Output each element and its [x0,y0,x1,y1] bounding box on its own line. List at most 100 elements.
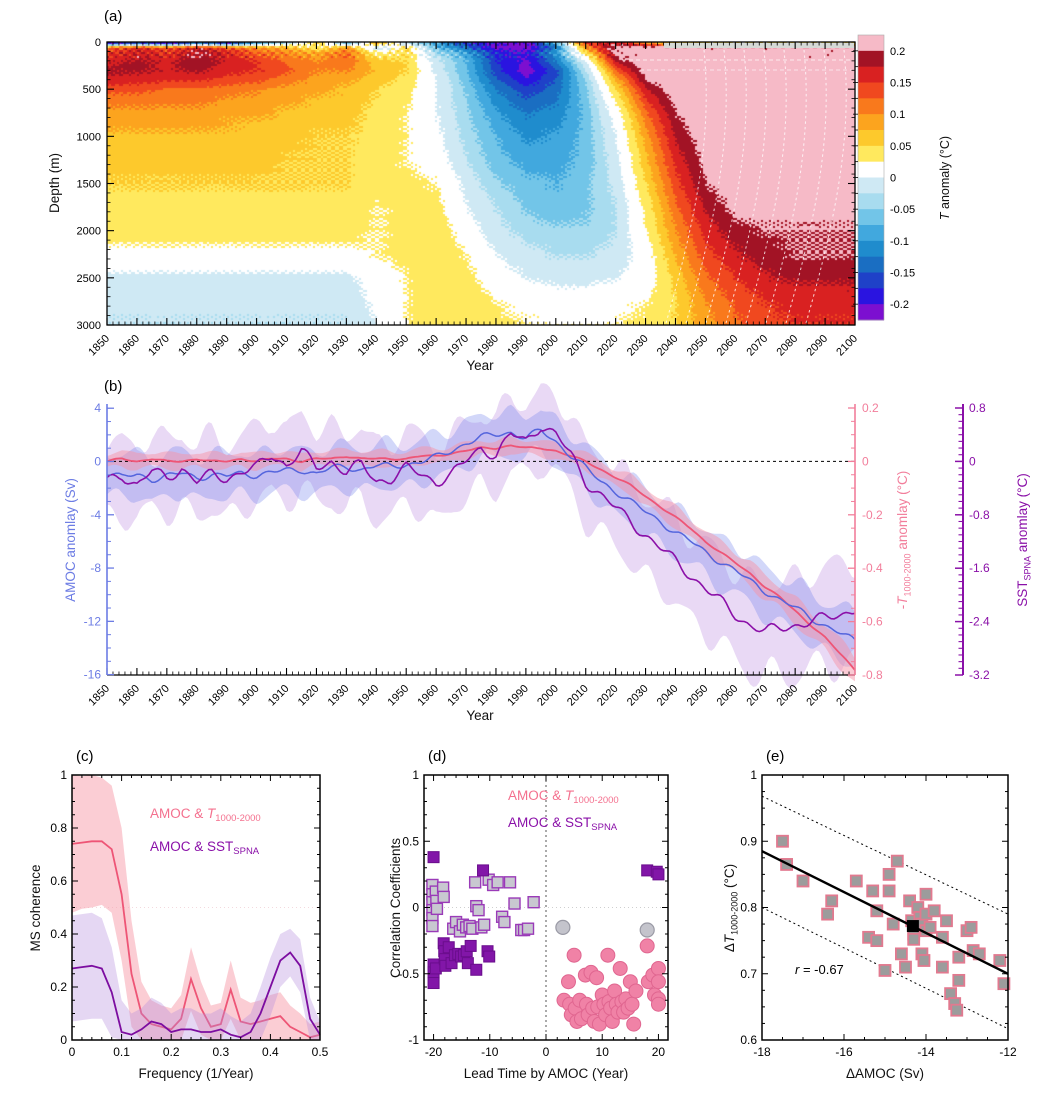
scatter-square-point [882,884,896,898]
scatter-square-point [917,954,931,967]
year-tick-label: 2080 [774,333,800,359]
contour-line [685,49,727,324]
damoc-tick-label: -18 [753,1045,771,1059]
panel-d-label: (d) [428,748,447,765]
contour-line [745,49,787,324]
pink-circle-point [600,947,616,963]
dark-square-point [483,950,496,963]
pink-circle-point [628,983,644,999]
colorbar-segment [858,130,884,147]
gray-circle-point [555,919,571,935]
dark-square-point [427,977,440,990]
corr-tick-label: 1 [412,768,419,782]
year-tick-label: 2010 [565,333,591,359]
year-tick-label: 2000 [535,683,561,709]
colorbar-segment [858,209,884,226]
light-square-point [521,922,535,935]
delta-t-axis-title: ΔT1000-2000 (°C) [722,863,740,953]
panel-c-label: (c) [76,748,94,765]
colorbar-segment [858,66,884,83]
coherence-amoc-sst-band [72,912,320,1040]
year-tick-label: 2000 [535,333,561,359]
scatter-square-point [919,887,933,901]
year-tick-label: 1910 [266,333,292,359]
amoc-tick-label: 4 [94,401,101,415]
colorbar-segment [858,256,884,273]
year-tick-label: 1990 [505,333,531,359]
amoc-axis-title: AMOC anomlay (Sv) [63,478,78,602]
corr-tick-label: 0 [412,901,419,915]
dark-square-point [477,864,490,877]
lead-tick-label: -10 [481,1045,499,1059]
year-tick-label: 1950 [386,683,412,709]
ci-upper-line [761,795,1009,915]
year-tick-label: 1950 [386,333,412,359]
year-tick-label: 1920 [296,683,322,709]
colorbar-segment [858,240,884,258]
dark-square-point [427,851,440,864]
freq-tick-label: 0.5 [312,1045,329,1059]
legend-entry: AMOC & SSTSPNA [508,815,618,833]
colorbar-tick-label: -0.15 [890,268,915,280]
coherence-tick-label: 0 [60,1033,67,1047]
colorbar-tick-label: 0.2 [890,46,905,58]
year-tick-label: 1990 [505,683,531,709]
year-tick-label: 2050 [685,333,711,359]
damoc-tick-label: -14 [917,1045,935,1059]
scatter-square-point [825,894,839,908]
scatter-square-point [878,964,892,977]
freq-tick-label: 0.2 [163,1045,180,1059]
colorbar-tick-label: 0.05 [890,141,911,153]
year-tick-label: 1860 [116,683,142,709]
t-uncertainty-band [107,436,855,682]
scatter-square-point [993,954,1007,967]
correlation-axis-title: Correlation Coefficients [388,837,403,979]
contour-line [785,49,827,324]
year-tick-label: 1880 [176,333,202,359]
lead-tick-label: 0 [543,1045,550,1059]
scatter-square-point [796,874,810,888]
contour-line [765,49,807,324]
coherence-amoc-t-line [71,840,321,1039]
depth-tick-label: 3000 [77,320,101,332]
colorbar-segment [858,193,884,210]
colorbar-tick-label: 0 [890,173,896,185]
pink-circle-point [626,1016,642,1032]
contour-line [705,49,747,324]
panel-e-x-title: ΔAMOC (Sv) [845,1066,924,1081]
panel-a-label: (a) [104,8,123,25]
year-tick-label: 1960 [415,683,441,709]
pink-circle-point [650,996,666,1012]
year-tick-label: 2080 [774,683,800,709]
lead-tick-label: 20 [652,1045,666,1059]
light-square-point [508,897,521,910]
year-tick-label: 2040 [655,683,681,709]
dark-square-point [652,868,665,881]
scatter-square-point [776,834,789,848]
year-tick-label: 2030 [625,333,651,359]
sst-tick-label: -1.6 [969,561,990,575]
depth-tick-label: 1500 [77,179,101,191]
year-tick-label: 1850 [86,683,112,709]
scatter-square-point [903,894,916,908]
dark-square-point [461,957,474,970]
year-tick-label: 1940 [356,333,382,359]
year-tick-label: 2060 [715,333,741,359]
light-square-point [527,896,540,909]
scatter-square-point [923,920,937,934]
freq-tick-label: 0.3 [212,1045,229,1059]
scatter-square-point [952,973,966,987]
scatter-square-point [936,960,949,974]
coherence-tick-label: 0.6 [50,874,67,888]
year-tick-label: 2050 [685,683,711,709]
scatter-square-point [866,884,880,898]
year-tick-label: 1940 [356,683,382,709]
colorbar-segment [858,304,884,321]
year-tick-label: 1930 [326,333,352,359]
year-tick-label: 2070 [745,683,771,709]
year-tick-label: 2070 [745,333,771,359]
depth-tick-label: 2000 [77,226,101,238]
scatter-square-point [895,947,908,961]
year-tick-label: 1980 [475,683,501,709]
year-tick-label: 2030 [625,683,651,709]
